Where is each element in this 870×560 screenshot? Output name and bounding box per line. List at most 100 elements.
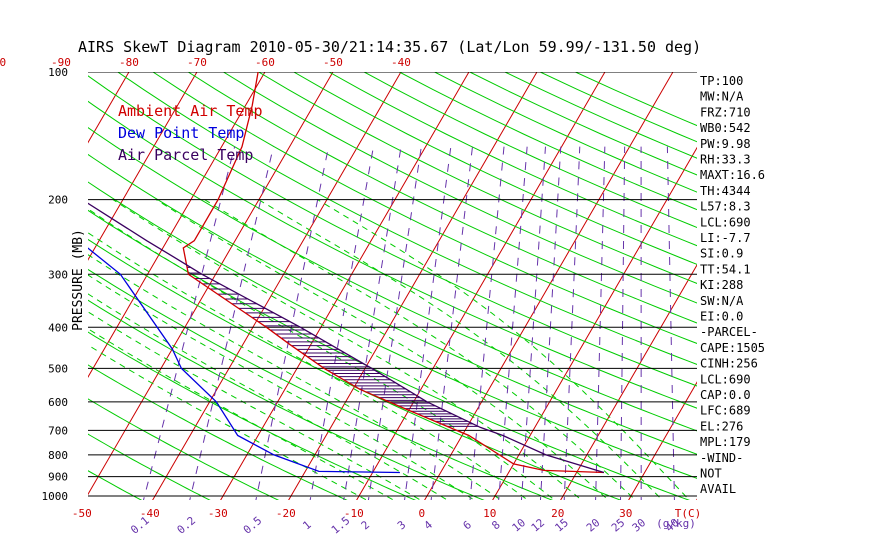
moist-adiabat-line	[88, 208, 556, 500]
bottom-tick-label: -20	[276, 507, 296, 520]
bottom-axis-unit: T(C)	[675, 507, 702, 520]
series-line-ambient-air-temp	[182, 72, 604, 474]
bottom-tick-label: -50	[72, 507, 92, 520]
stat-line: KI:288	[700, 278, 743, 292]
stat-line: FRZ:710	[700, 105, 751, 119]
dry-adiabat-line	[88, 100, 697, 409]
isotherm-line	[288, 72, 538, 500]
mixing-ratio-line	[666, 146, 675, 500]
bottom-tick-label: 20	[551, 507, 564, 520]
stat-line: EL:276	[700, 419, 743, 433]
mixing-ratio-tick-label: 2	[359, 518, 372, 532]
dry-adiabat-line	[116, 72, 697, 365]
legend-entry: Dew Point Temp	[118, 124, 244, 142]
mixing-ratio-line	[595, 146, 606, 500]
isotherm-line	[628, 381, 697, 500]
isotherm-line	[356, 72, 606, 500]
moist-adiabat-line	[88, 232, 529, 500]
isotherm-line	[152, 72, 402, 500]
mixing-ratio-lines	[142, 146, 675, 500]
bottom-temperature-axis: -50 -40 -30 -20 -10 0 10 20 30 T(C)	[72, 507, 701, 520]
top-tick-label: -50	[323, 56, 343, 69]
isotherm-line	[830, 53, 870, 505]
mixing-ratio-line	[343, 146, 402, 500]
top-tick-label: -70	[187, 56, 207, 69]
mixing-ratio-line	[430, 146, 473, 500]
top-tick-label: -60	[255, 56, 275, 69]
isotherm-line	[492, 146, 697, 500]
moist-adiabat-line	[88, 254, 502, 500]
dry-adiabat-line	[88, 268, 554, 500]
y-tick-label: 500	[48, 362, 68, 375]
stat-line: MAXT:16.6	[700, 168, 765, 182]
dry-adiabat-line	[88, 299, 485, 500]
stat-line: LI:-7.7	[700, 231, 751, 245]
stat-line: CAPE:1505	[700, 341, 765, 355]
mixing-ratio-tick-label: 30	[630, 516, 649, 534]
dry-adiabat-line	[88, 75, 697, 387]
bottom-tick-label: -30	[208, 507, 228, 520]
mixing-ratio-tick-label: 8	[489, 518, 502, 532]
stat-line: -PARCEL-	[700, 325, 758, 339]
stat-line: AVAIL	[700, 482, 736, 496]
stat-line: TT:54.1	[700, 262, 751, 276]
moist-adiabat-line	[88, 328, 395, 500]
stat-line: SW:N/A	[700, 294, 744, 308]
y-tick-label: 800	[48, 449, 68, 462]
y-tick-label: 900	[48, 471, 68, 484]
dry-adiabat-line	[88, 433, 211, 500]
mixing-ratio-tick-label: 6	[461, 518, 474, 532]
stat-line: MPL:179	[700, 435, 751, 449]
dry-adiabat-line	[292, 72, 697, 265]
dry-adiabat-line	[152, 72, 697, 344]
mixing-ratio-tick-label: 3	[395, 518, 408, 532]
bottom-tick-label: 30	[619, 507, 632, 520]
dry-adiabat-line	[363, 72, 697, 229]
moist-adiabat-line	[112, 199, 583, 500]
bottom-tick-label: 0	[418, 507, 425, 520]
stat-line: CAP:0.0	[700, 388, 751, 402]
mixing-ratio-line	[404, 146, 452, 500]
isobars	[88, 72, 697, 497]
dry-adiabat-line	[398, 72, 697, 211]
mixing-ratio-line	[469, 146, 505, 500]
y-tick-label: 700	[48, 424, 68, 437]
dry-adiabat-line	[327, 72, 697, 247]
stat-line: EI:0.0	[700, 310, 743, 324]
isotherm-line	[88, 72, 266, 379]
mixing-ratio-line	[367, 146, 422, 500]
bottom-tick-label: -10	[344, 507, 364, 520]
top-tick-label: -90	[51, 56, 71, 69]
dry-adiabat-line	[88, 398, 280, 500]
y-tick-label: 300	[48, 268, 68, 281]
legend-entry: Ambient Air Temp	[118, 102, 263, 120]
mixing-ratio-line	[498, 146, 528, 500]
legend: Ambient Air Temp Dew Point Temp Air Parcel…	[118, 102, 263, 164]
stat-line: TP:100	[700, 74, 743, 88]
mixing-ratio-tick-label: 12	[529, 516, 548, 534]
isotherm-line	[762, 53, 870, 505]
isotherms	[88, 53, 870, 505]
dry-adiabat-line	[88, 331, 417, 500]
series-line-dew-point-temp	[88, 247, 400, 474]
dry-adiabat-line	[88, 238, 622, 500]
moist-adiabats	[88, 199, 690, 500]
isotherm-line	[88, 72, 198, 261]
top-tick-label: -40	[391, 56, 411, 69]
moist-adiabat-line	[88, 293, 449, 500]
mixing-ratio-line	[189, 146, 274, 500]
pressure-axis: 100 200 300 400 500 600 700 800 900 1000	[42, 66, 69, 503]
mixing-ratio-line	[619, 146, 626, 500]
mixing-ratio-tick-label: 4	[422, 518, 436, 532]
stat-line: SI:0.9	[700, 247, 743, 261]
isotherm-line	[88, 72, 334, 496]
y-tick-label: 600	[48, 396, 68, 409]
stat-line: -WIND-	[700, 451, 743, 465]
mixing-ratio-unit: (g/kg)	[656, 517, 696, 530]
isotherm-line	[88, 72, 130, 144]
dry-adiabat-line	[88, 364, 348, 500]
mixing-ratio-tick-label: 0.2	[175, 514, 199, 537]
y-tick-label: 1000	[42, 490, 69, 503]
